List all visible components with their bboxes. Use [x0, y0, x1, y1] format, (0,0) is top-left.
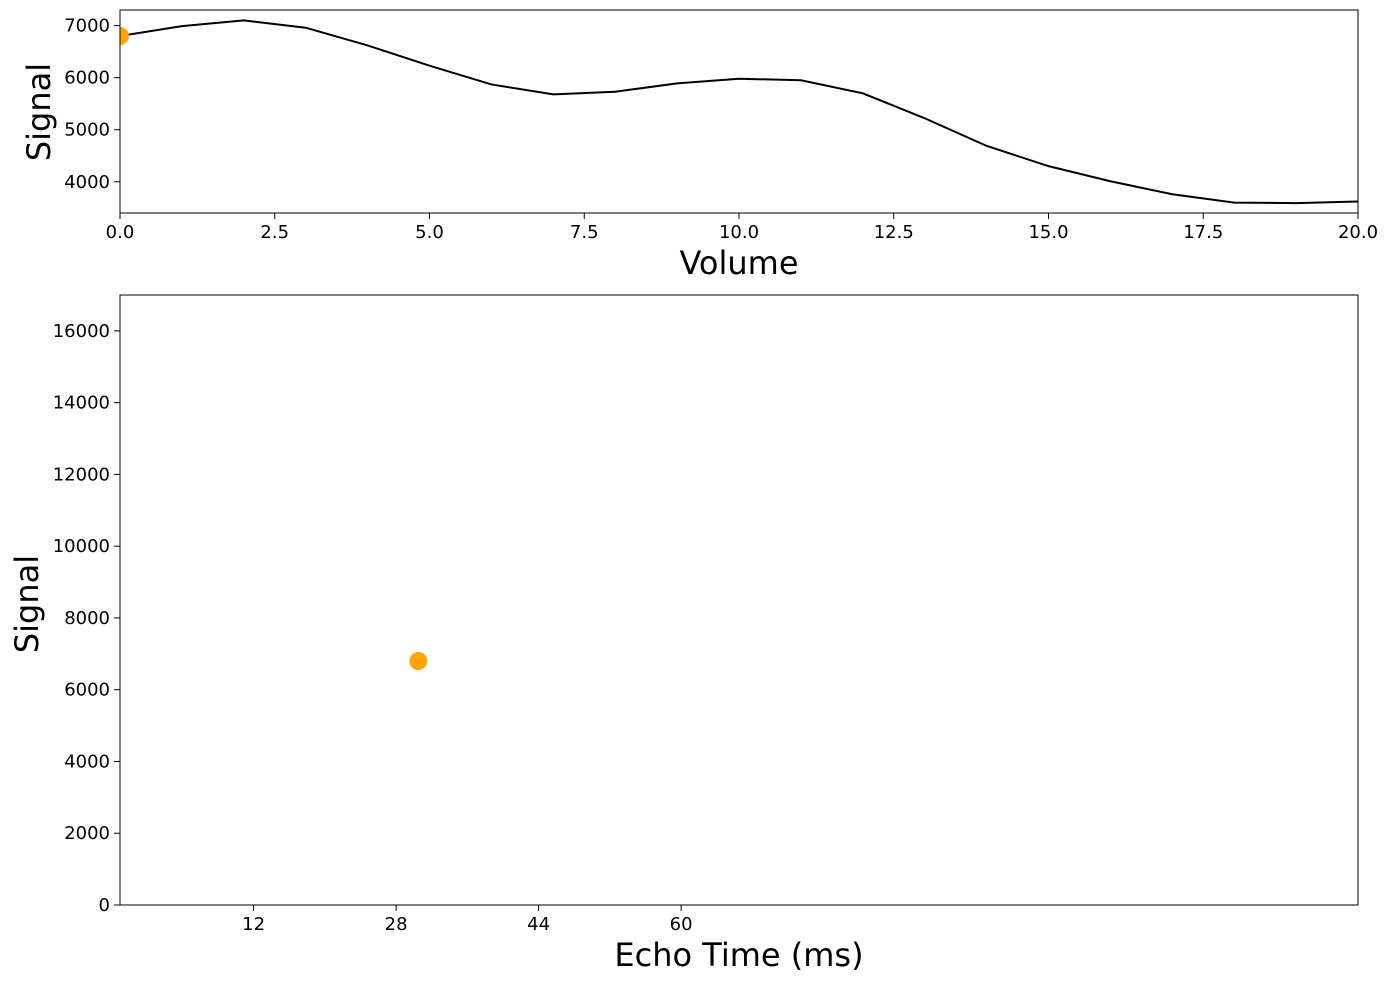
- echo-time-x-tick-label: 60: [670, 914, 693, 935]
- echo-time-y-tick-label: 14000: [53, 393, 110, 414]
- echo-time-signal-point: [409, 652, 428, 670]
- volume-x-tick-label: 0.0: [106, 222, 135, 243]
- volume-x-tick-label: 17.5: [1183, 222, 1223, 243]
- volume-x-tick-label: 12.5: [874, 222, 914, 243]
- echo-time-y-axis-label: Signal: [8, 555, 46, 653]
- volume-y-tick-label: 4000: [64, 172, 110, 193]
- volume-x-tick-label: 15.0: [1028, 222, 1068, 243]
- volume-y-tick-label: 5000: [64, 120, 110, 141]
- echo-time-y-tick-label: 6000: [64, 680, 110, 701]
- volume-y-axis-label: Signal: [20, 63, 58, 161]
- volume-x-ticks: 0.0 2.5 5.0 7.5 10.0 12.5 15.0 17.5 20.0: [106, 213, 1378, 243]
- volume-signal-plot-area: [119, 19, 1359, 205]
- volume-y-tick-label: 6000: [64, 68, 110, 89]
- echo-time-y-tick-label: 4000: [64, 751, 110, 772]
- volume-x-tick-label: 2.5: [260, 222, 289, 243]
- echo-time-y-tick-label: 8000: [64, 608, 110, 629]
- echo-time-x-tick-label: 44: [527, 914, 550, 935]
- volume-current-volume-marker: [120, 27, 129, 46]
- echo-time-x-ticks: 12 28 44 60: [242, 905, 693, 935]
- echo-time-x-axis-label: Echo Time (ms): [614, 936, 863, 974]
- echo-time-y-tick-label: 12000: [53, 464, 110, 485]
- volume-signal-panel: 0.0 2.5 5.0 7.5 10.0 12.5 15.0 17.5 20.0 4000 500…: [20, 9, 1378, 282]
- volume-x-tick-label: 7.5: [570, 222, 599, 243]
- volume-signal-line: [119, 19, 1359, 205]
- echo-time-signal-panel: 12 28 44 60 0 2000 4000 6000 8000 10000 12000 1400…: [8, 294, 1359, 974]
- echo-time-x-tick-label: 28: [385, 914, 408, 935]
- volume-y-ticks: 4000 5000 6000 7000: [64, 16, 120, 193]
- echo-time-y-tick-label: 0: [99, 895, 110, 916]
- volume-x-tick-label: 20.0: [1338, 222, 1378, 243]
- echo-time-y-tick-label: 16000: [53, 321, 110, 342]
- echo-time-x-tick-label: 12: [242, 914, 265, 935]
- echo-time-y-tick-label: 2000: [64, 823, 110, 844]
- echo-time-signal-plot-area: [409, 652, 428, 670]
- volume-x-tick-label: 10.0: [719, 222, 759, 243]
- echo-time-y-tick-label: 10000: [53, 536, 110, 557]
- volume-x-tick-label: 5.0: [415, 222, 444, 243]
- echo-time-signal-axes-frame: [119, 294, 1359, 906]
- volume-y-tick-label: 7000: [64, 16, 110, 37]
- echo-time-y-ticks: 0 2000 4000 6000 8000 10000 12000 14000 16000: [53, 321, 120, 916]
- volume-x-axis-label: Volume: [679, 244, 798, 282]
